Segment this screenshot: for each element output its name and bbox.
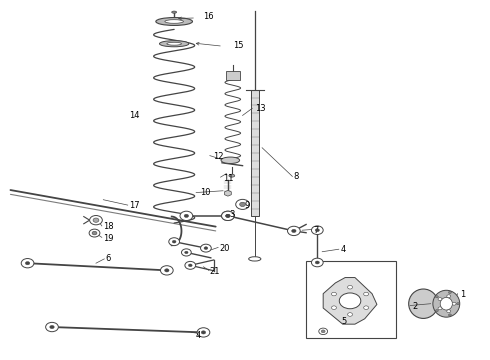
- Circle shape: [240, 202, 245, 207]
- Circle shape: [89, 229, 100, 237]
- Circle shape: [172, 240, 176, 243]
- Circle shape: [236, 199, 249, 210]
- Circle shape: [226, 214, 230, 217]
- Ellipse shape: [409, 289, 438, 319]
- Text: 19: 19: [103, 234, 114, 243]
- Circle shape: [185, 261, 196, 269]
- Circle shape: [457, 303, 460, 305]
- Circle shape: [332, 306, 337, 310]
- Circle shape: [347, 285, 352, 289]
- Text: 12: 12: [213, 152, 224, 161]
- Circle shape: [201, 331, 206, 334]
- Text: 10: 10: [200, 188, 211, 197]
- Text: 15: 15: [233, 41, 243, 50]
- Text: 14: 14: [129, 111, 140, 120]
- Text: 11: 11: [223, 174, 234, 183]
- Text: 16: 16: [203, 12, 214, 21]
- Circle shape: [197, 328, 210, 337]
- Ellipse shape: [221, 157, 240, 163]
- Circle shape: [165, 269, 169, 272]
- Text: 4: 4: [340, 246, 345, 255]
- Circle shape: [438, 307, 442, 310]
- Ellipse shape: [165, 20, 183, 23]
- Circle shape: [50, 325, 54, 329]
- Circle shape: [319, 328, 328, 334]
- Circle shape: [448, 314, 451, 316]
- Circle shape: [221, 211, 234, 221]
- Text: 1: 1: [460, 289, 465, 298]
- Polygon shape: [323, 278, 377, 324]
- Ellipse shape: [229, 174, 235, 177]
- Text: 7: 7: [314, 226, 319, 235]
- Bar: [251, 90, 259, 216]
- Text: 9: 9: [244, 201, 249, 210]
- Circle shape: [185, 251, 188, 254]
- Circle shape: [200, 244, 211, 252]
- Circle shape: [226, 214, 230, 217]
- Circle shape: [169, 238, 179, 246]
- Circle shape: [435, 310, 438, 312]
- Circle shape: [21, 258, 34, 268]
- Ellipse shape: [248, 257, 261, 261]
- Circle shape: [448, 291, 451, 293]
- Text: 2: 2: [412, 302, 417, 311]
- Circle shape: [46, 322, 58, 332]
- Circle shape: [347, 313, 352, 316]
- Text: 5: 5: [342, 317, 347, 326]
- Circle shape: [447, 295, 451, 298]
- Text: 20: 20: [220, 244, 230, 253]
- Bar: [306, 261, 396, 338]
- Text: 3: 3: [229, 210, 235, 219]
- Circle shape: [447, 310, 451, 312]
- Text: 21: 21: [210, 267, 220, 276]
- Circle shape: [180, 211, 193, 221]
- Ellipse shape: [172, 11, 176, 13]
- Circle shape: [332, 292, 337, 296]
- Ellipse shape: [167, 42, 181, 45]
- Circle shape: [181, 249, 191, 256]
- Circle shape: [188, 264, 192, 267]
- Circle shape: [90, 216, 102, 225]
- Circle shape: [288, 226, 300, 235]
- Circle shape: [93, 218, 99, 222]
- Circle shape: [315, 261, 319, 264]
- Text: 4: 4: [196, 332, 201, 341]
- Circle shape: [321, 330, 325, 333]
- Circle shape: [312, 226, 323, 234]
- Text: 18: 18: [103, 222, 114, 231]
- Circle shape: [204, 247, 208, 249]
- Circle shape: [25, 262, 30, 265]
- Circle shape: [339, 293, 361, 309]
- Text: 13: 13: [255, 104, 266, 113]
- Text: 17: 17: [129, 201, 140, 210]
- Circle shape: [221, 211, 234, 221]
- Circle shape: [435, 296, 438, 298]
- Bar: [226, 71, 240, 80]
- Circle shape: [364, 306, 368, 310]
- Circle shape: [312, 258, 323, 267]
- Ellipse shape: [159, 41, 189, 47]
- Text: 6: 6: [106, 254, 111, 263]
- Circle shape: [92, 231, 97, 235]
- Circle shape: [452, 302, 456, 305]
- Circle shape: [184, 214, 189, 217]
- Circle shape: [160, 266, 173, 275]
- Ellipse shape: [433, 290, 460, 317]
- Text: 8: 8: [293, 172, 298, 181]
- Circle shape: [315, 229, 319, 232]
- Circle shape: [364, 292, 368, 296]
- Circle shape: [438, 298, 442, 301]
- Ellipse shape: [440, 297, 452, 310]
- Circle shape: [292, 229, 296, 233]
- Ellipse shape: [156, 18, 193, 26]
